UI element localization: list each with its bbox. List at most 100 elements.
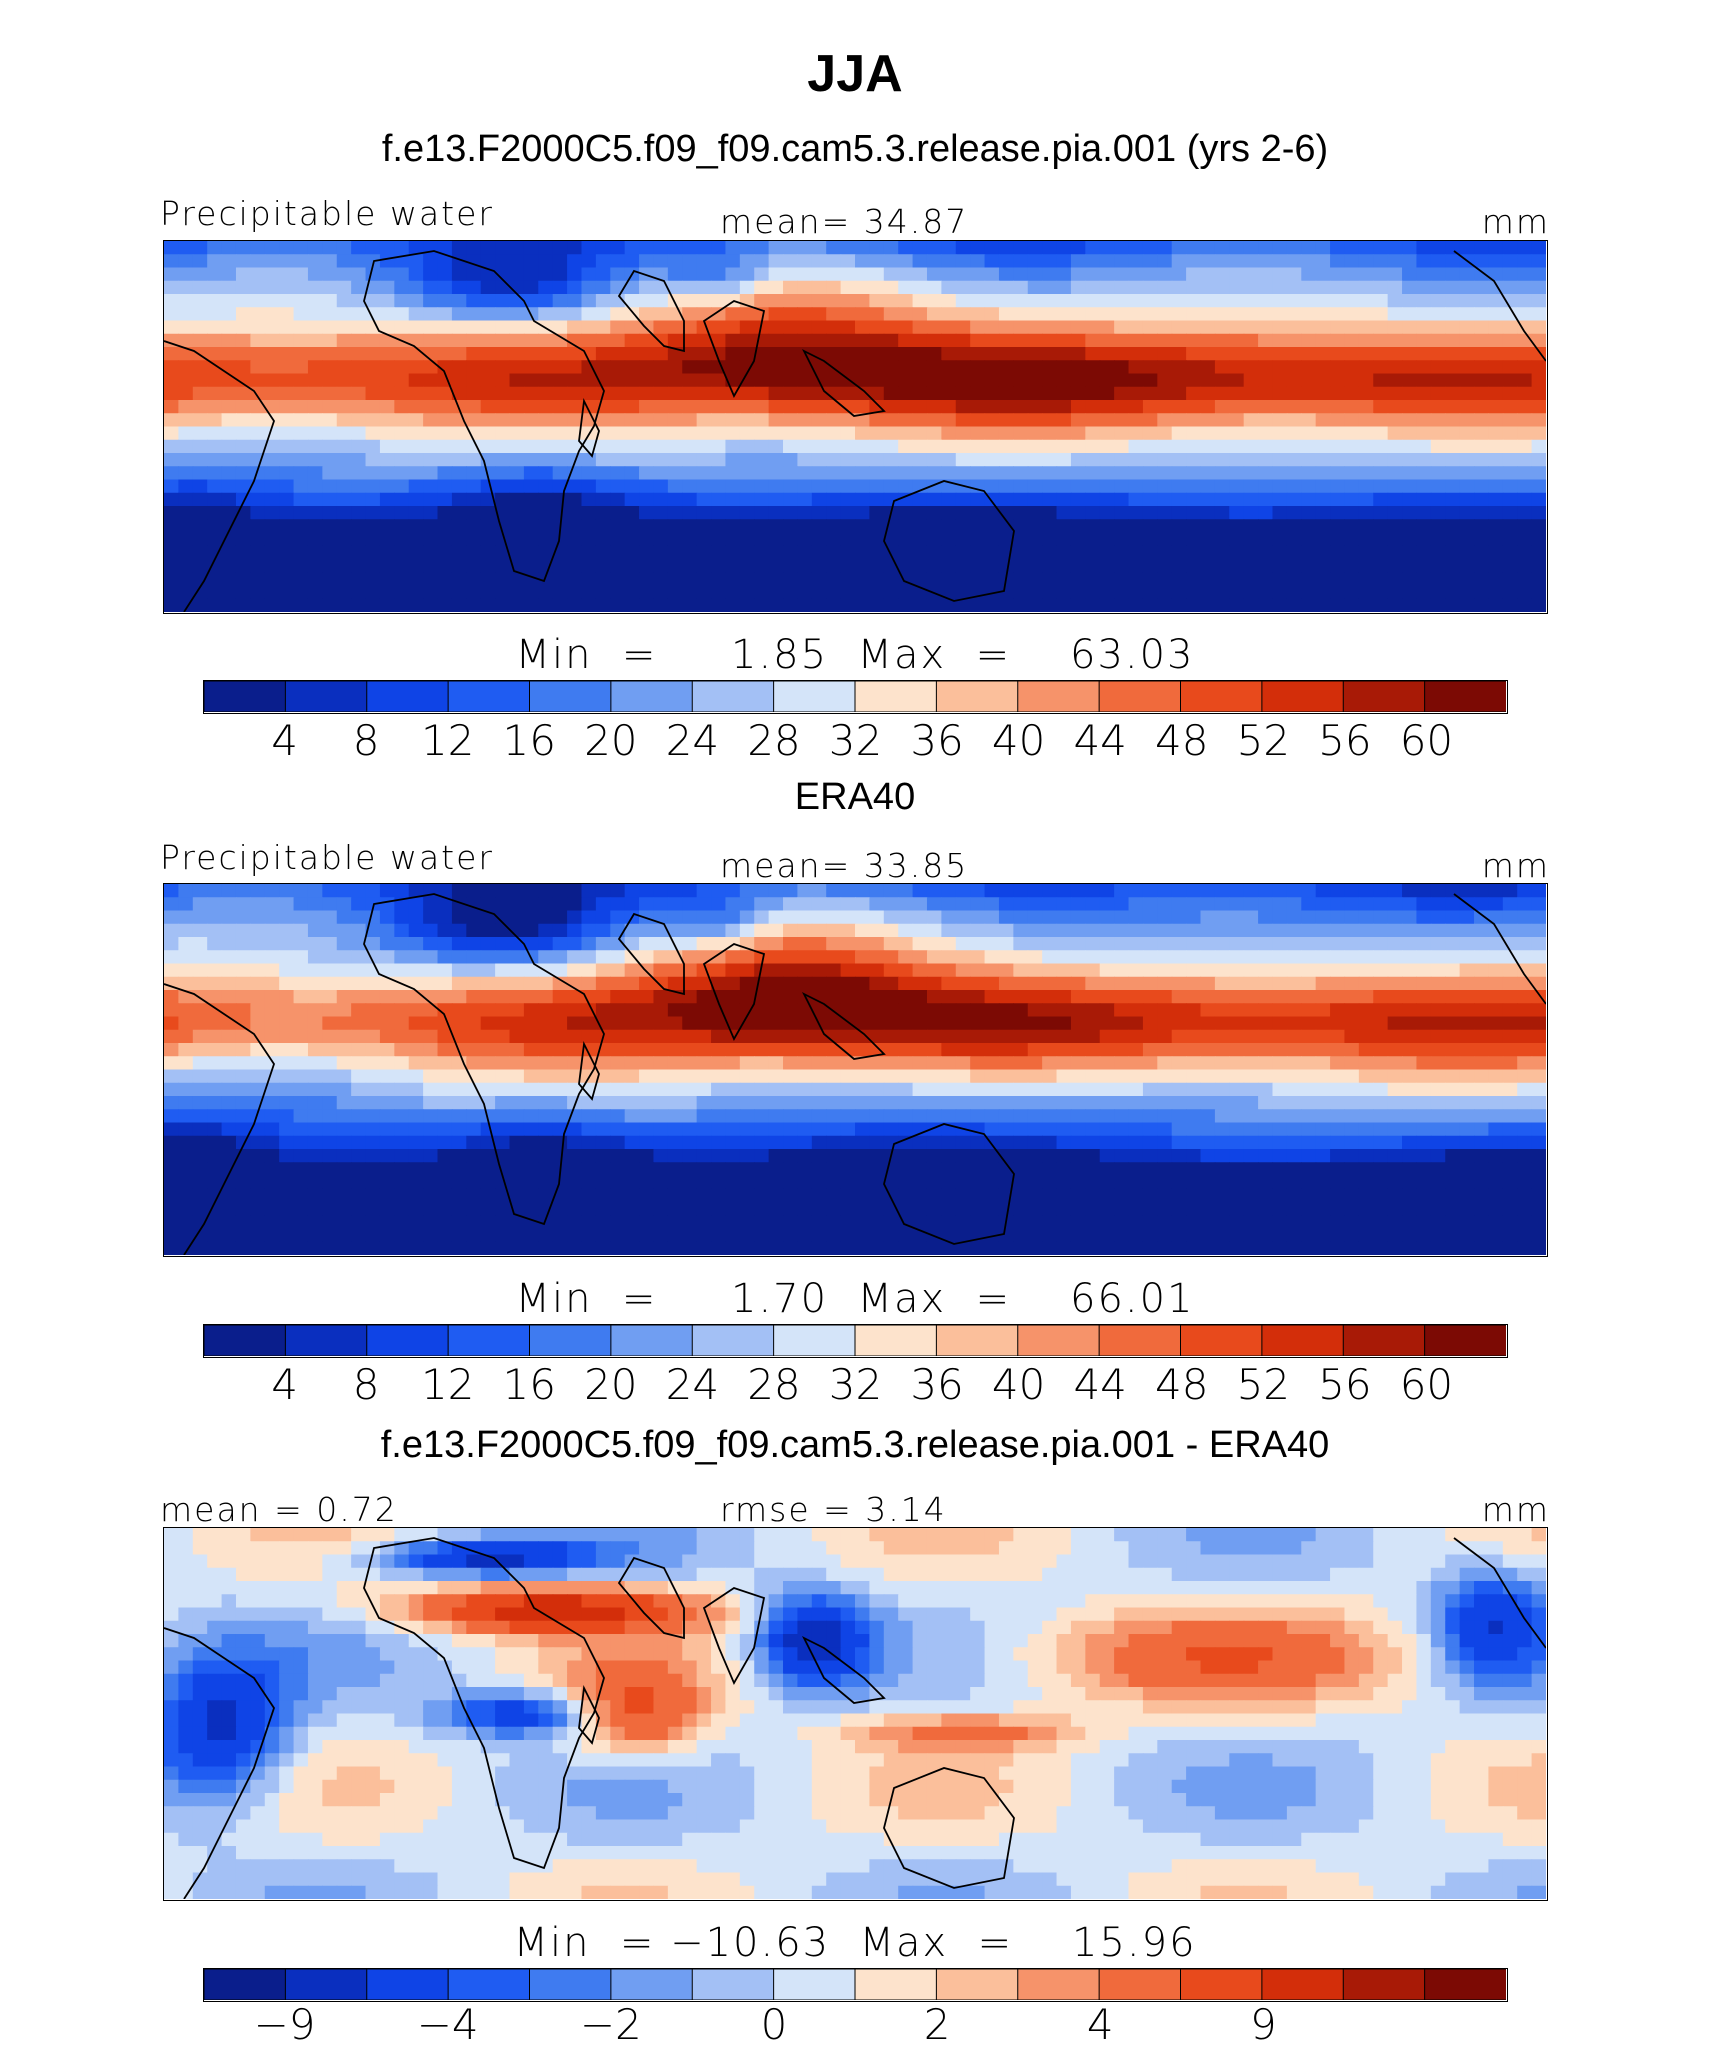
colorbar-tick-label: 60: [1399, 716, 1454, 765]
colorbar-tick-label: 36: [910, 716, 964, 765]
colorbar-swatch: [854, 1325, 938, 1356]
colorbar-swatch: [1261, 681, 1345, 712]
colorbar-swatch: [1098, 1325, 1182, 1356]
colorbar-tick-label: −2: [579, 2000, 642, 2049]
colorbar-tick-label: 0: [760, 2000, 788, 2049]
panel-1-subtitle: f.e13.F2000C5.f09_f09.cam5.3.release.pia…: [381, 128, 1329, 170]
panel-3-colorbar-ticks: −9 −4 −2 0 2 4 9: [0, 2000, 1710, 2049]
colorbar-swatch: [447, 1969, 531, 2000]
colorbar-swatch: [773, 681, 856, 712]
panel-3-min-max: Min = −10.63 Max = 15.96: [513, 1920, 1197, 1966]
colorbar-tick-label: 44: [1073, 1360, 1127, 1409]
colorbar-swatch: [854, 681, 938, 712]
colorbar-tick-label: 8: [352, 1360, 380, 1409]
panel-2-colorbar: [203, 1324, 1508, 1358]
colorbar-swatch: [610, 1969, 694, 2000]
colorbar-swatch: [204, 1325, 287, 1356]
colorbar-swatch: [1180, 681, 1263, 712]
colorbar-swatch: [1342, 1969, 1426, 2000]
colorbar-tick-label: 24: [665, 716, 720, 765]
colorbar-tick-label: −9: [253, 2000, 316, 2049]
panel-2-variable-label: Precipitable water: [160, 838, 494, 877]
colorbar-swatch: [529, 1969, 612, 2000]
colorbar-tick-label: 52: [1236, 716, 1291, 765]
colorbar-swatch: [691, 1969, 775, 2000]
colorbar-tick-label: 44: [1073, 716, 1127, 765]
colorbar-tick-label: 16: [502, 1360, 556, 1409]
colorbar-swatch: [284, 1969, 368, 2000]
panel-1-colorbar: [203, 680, 1508, 714]
colorbar-tick-label: 36: [910, 1360, 964, 1409]
colorbar-swatch: [1342, 681, 1426, 712]
colorbar-swatch: [1342, 1325, 1426, 1356]
colorbar-tick-label: 60: [1399, 1360, 1454, 1409]
colorbar-tick-label: 52: [1236, 1360, 1291, 1409]
colorbar-swatch: [610, 681, 694, 712]
colorbar-tick-label: 56: [1318, 1360, 1372, 1409]
colorbar-tick-label: 4: [1086, 2000, 1114, 2049]
colorbar-tick-label: 9: [1249, 2000, 1277, 2049]
colorbar-swatch: [1180, 1969, 1263, 2000]
colorbar-swatch: [1424, 1969, 1506, 2000]
colorbar-swatch: [935, 1969, 1019, 2000]
colorbar-swatch: [773, 1969, 856, 2000]
colorbar-tick-label: 40: [991, 716, 1046, 765]
colorbar-tick-label: 20: [584, 1360, 638, 1409]
colorbar-tick-label: 32: [828, 716, 883, 765]
colorbar-tick-label: 16: [502, 716, 556, 765]
colorbar-swatch: [529, 681, 612, 712]
colorbar-tick-label: −4: [416, 2000, 479, 2049]
colorbar-tick-label: 32: [828, 1360, 883, 1409]
colorbar-tick-label: 2: [923, 2000, 951, 2049]
panel-3-map: [163, 1527, 1548, 1901]
colorbar-swatch: [773, 1325, 856, 1356]
panel-2-map: [163, 883, 1548, 1257]
colorbar-swatch: [366, 681, 450, 712]
panel-1-units-label: mm: [1481, 202, 1550, 241]
panel-3-rmse-label: rmse = 3.14: [720, 1490, 947, 1529]
panel-2-min-max: Min = 1.70 Max = 66.01: [515, 1276, 1195, 1322]
panel-3-mean-label: mean = 0.72: [160, 1490, 398, 1529]
panel-1-colorbar-ticks: 4 8 12 16 20 24 28 32 36 40 44 48 52 56 60: [0, 716, 1710, 766]
colorbar-tick-label: 56: [1318, 716, 1372, 765]
colorbar-swatch: [284, 681, 368, 712]
colorbar-swatch: [447, 1325, 531, 1356]
colorbar-swatch: [1424, 681, 1506, 712]
colorbar-tick-label: 48: [1155, 716, 1209, 765]
colorbar-swatch: [284, 1325, 368, 1356]
panel-3-units-label: mm: [1481, 1490, 1550, 1529]
colorbar-swatch: [204, 681, 287, 712]
colorbar-tick-label: 48: [1155, 1360, 1209, 1409]
colorbar-tick-label: 12: [420, 1360, 475, 1409]
panel-1-variable-label: Precipitable water: [160, 194, 494, 233]
colorbar-swatch: [204, 1969, 287, 2000]
colorbar-tick-label: 28: [747, 1360, 801, 1409]
colorbar-tick-label: 20: [584, 716, 638, 765]
colorbar-swatch: [1098, 681, 1182, 712]
panel-3-subtitle: f.e13.F2000C5.f09_f09.cam5.3.release.pia…: [380, 1424, 1330, 1466]
colorbar-swatch: [447, 681, 531, 712]
panel-2-subtitle: ERA40: [794, 776, 916, 818]
panel-1-mean-label: mean= 34.87: [720, 202, 969, 241]
colorbar-swatch: [935, 1325, 1019, 1356]
panel-3-colorbar: [203, 1968, 1508, 2002]
panel-2-units-label: mm: [1481, 846, 1550, 885]
colorbar-swatch: [1017, 1325, 1101, 1356]
panel-2-mean-label: mean= 33.85: [720, 846, 969, 885]
colorbar-tick-label: 8: [352, 716, 380, 765]
colorbar-tick-label: 4: [271, 1360, 298, 1409]
colorbar-swatch: [935, 681, 1019, 712]
colorbar-swatch: [1180, 1325, 1263, 1356]
colorbar-tick-label: 24: [665, 1360, 720, 1409]
panel-1-min-max: Min = 1.85 Max = 63.03: [515, 632, 1195, 678]
panel-1-map: [163, 240, 1548, 614]
colorbar-tick-label: 12: [420, 716, 475, 765]
colorbar-swatch: [854, 1969, 938, 2000]
panel-2-colorbar-ticks: 4 8 12 16 20 24 28 32 36 40 44 48 52 56 60: [0, 1360, 1710, 1410]
colorbar-tick-label: 4: [271, 716, 298, 765]
colorbar-swatch: [691, 1325, 775, 1356]
colorbar-tick-label: 28: [747, 716, 801, 765]
colorbar-swatch: [691, 681, 775, 712]
figure-title: JJA: [807, 45, 903, 103]
colorbar-swatch: [529, 1325, 612, 1356]
